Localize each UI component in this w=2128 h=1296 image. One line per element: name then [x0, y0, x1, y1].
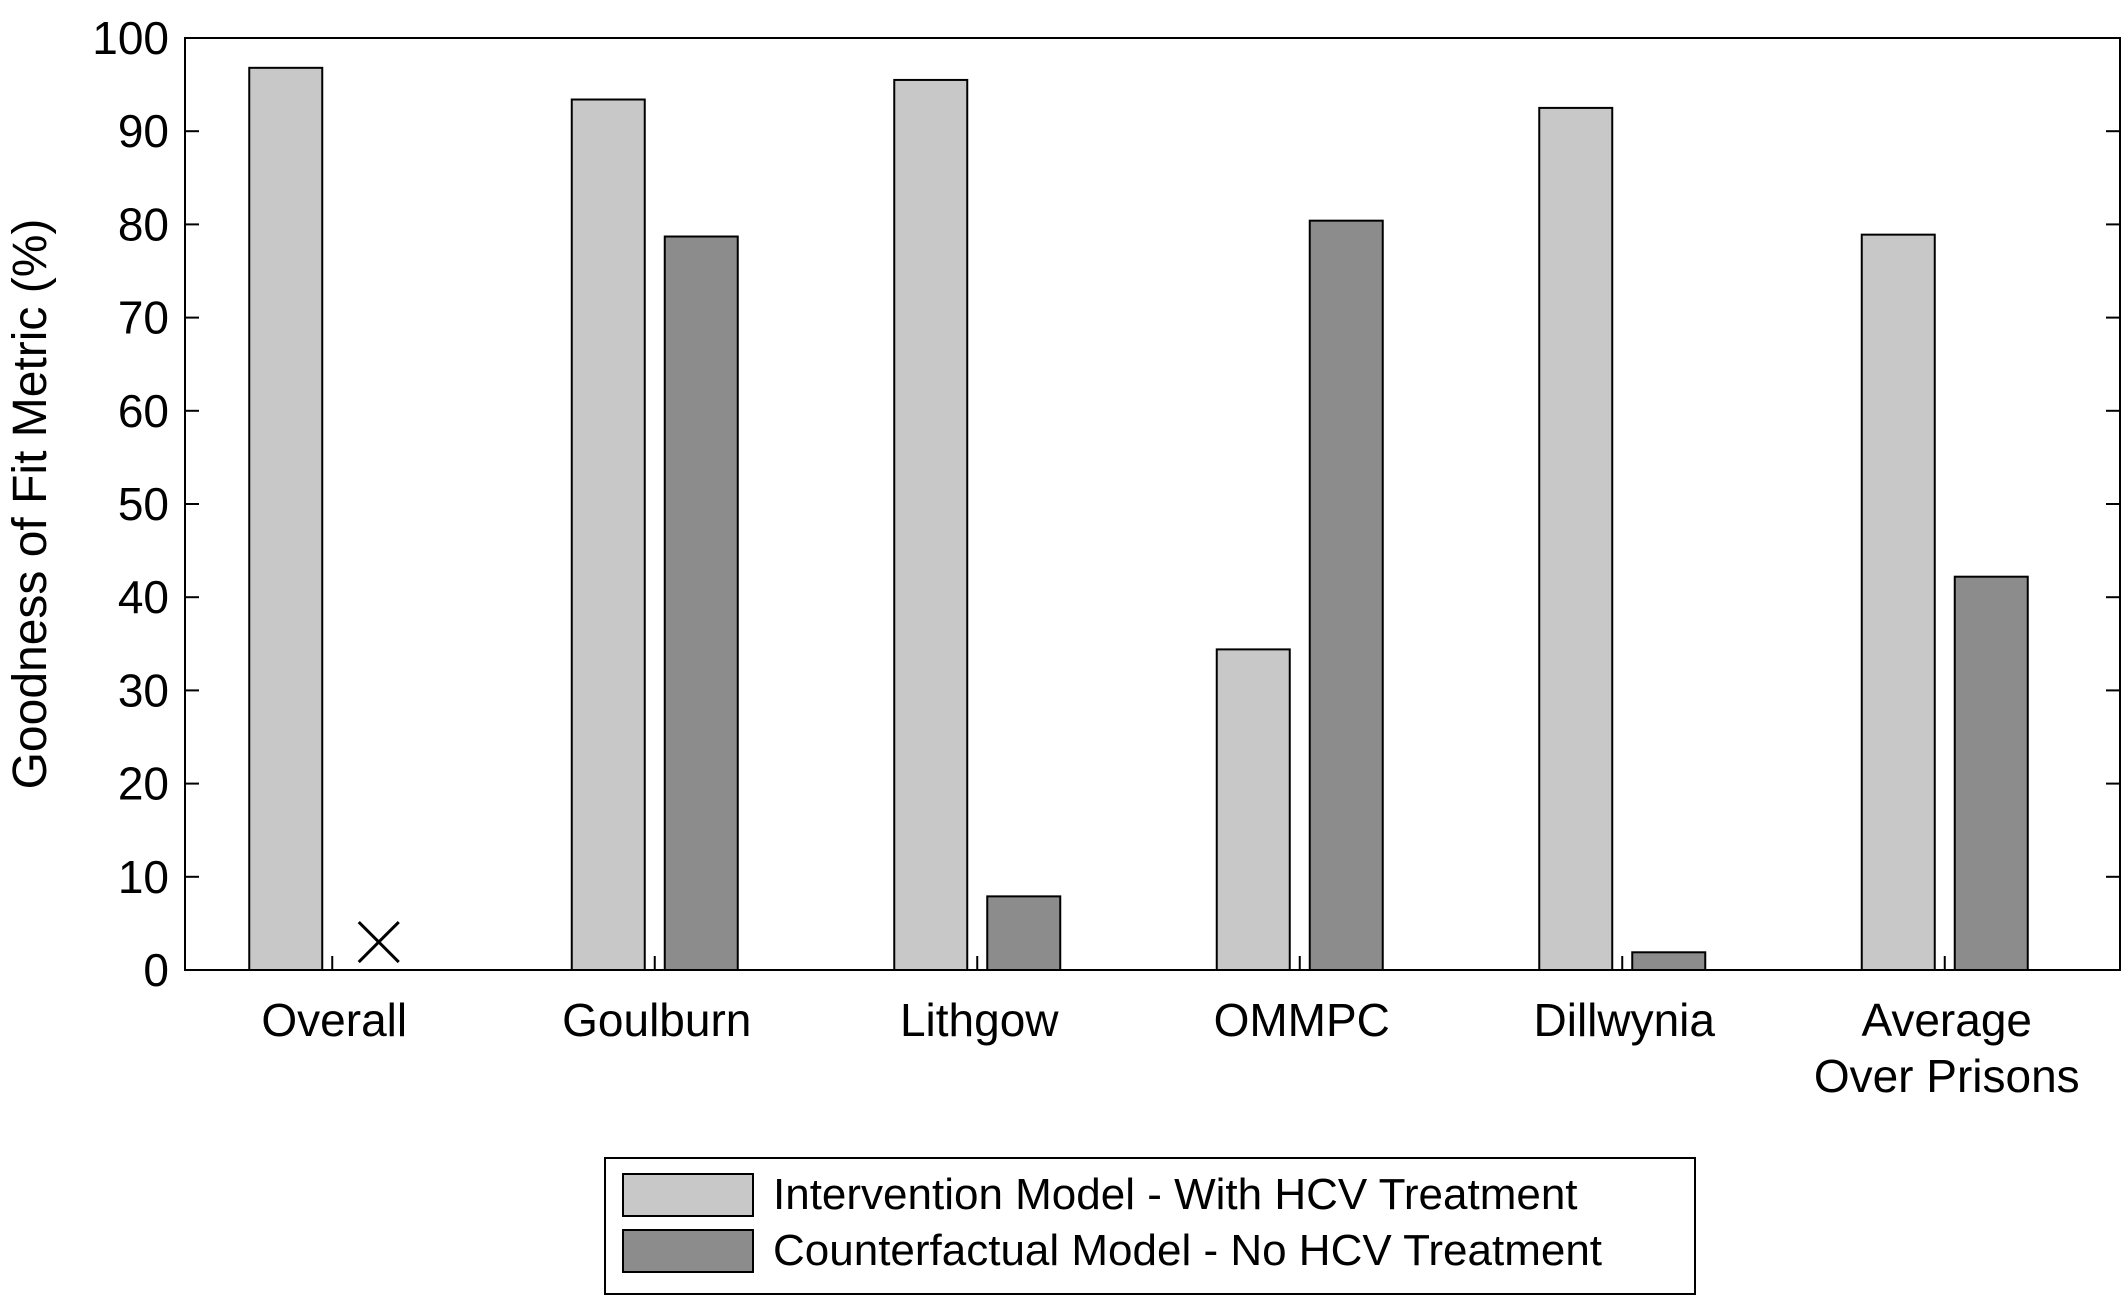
legend-label: Counterfactual Model - No HCV Treatment	[773, 1226, 1602, 1275]
bar-intervention	[1860, 233, 1936, 972]
y-tick-label: 90	[118, 105, 169, 157]
bar-counterfactual	[1953, 575, 2029, 971]
y-tick-label: 60	[118, 385, 169, 437]
y-tick-labels: 0 10 20 30 40 50 60 70 80 90 100	[92, 12, 169, 996]
y-tick-label: 10	[118, 851, 169, 903]
category-label: Overall	[261, 994, 407, 1046]
legend: Intervention Model - With HCV Treatment C…	[604, 1157, 1696, 1295]
plot-area	[184, 37, 2121, 971]
legend-swatch	[622, 1229, 754, 1273]
category-label: Average	[1861, 994, 2032, 1046]
y-tick-label: 70	[118, 292, 169, 344]
ticks-group	[185, 37, 2120, 971]
y-tick-label: 100	[92, 12, 169, 64]
plot-frame	[184, 37, 2121, 971]
y-tick-label: 20	[118, 758, 169, 810]
legend-box	[604, 1157, 1696, 1295]
y-tick-label: 30	[118, 664, 169, 716]
category-label: Over Prisons	[1814, 1050, 2080, 1102]
bar-counterfactual	[986, 895, 1062, 972]
y-tick-label: 80	[118, 198, 169, 250]
bar-counterfactual	[1631, 951, 1707, 971]
category-label: OMMPC	[1214, 994, 1390, 1046]
y-tick-label: 50	[118, 478, 169, 530]
bar-counterfactual	[663, 235, 739, 972]
markers-group	[357, 920, 400, 964]
legend-label: Intervention Model - With HCV Treatment	[773, 1170, 1578, 1219]
bar-counterfactual	[1308, 219, 1384, 971]
bar-intervention	[1538, 106, 1614, 971]
category-label: Dillwynia	[1534, 994, 1716, 1046]
bar-intervention	[1215, 648, 1291, 972]
cross-marker	[357, 920, 400, 964]
category-labels: Overall Goulburn Lithgow OMMPC Dillwynia Aver…	[261, 994, 2079, 1102]
cross-stroke	[357, 920, 400, 964]
category-label: Goulburn	[562, 994, 751, 1046]
category-label: Lithgow	[900, 994, 1059, 1046]
bars-group	[248, 66, 2029, 972]
y-tick-label: 0	[143, 944, 169, 996]
legend-swatch	[622, 1173, 754, 1217]
y-tick-label: 40	[118, 571, 169, 623]
bar-intervention	[893, 78, 969, 971]
bar-intervention	[248, 66, 324, 972]
y-axis-title: Goodness of Fit Metric (%)	[4, 219, 57, 790]
bar-intervention	[570, 98, 646, 971]
